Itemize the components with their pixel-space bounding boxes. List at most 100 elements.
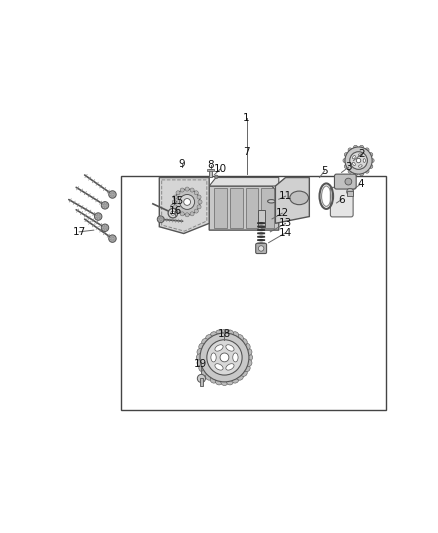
Ellipse shape (233, 353, 238, 362)
Circle shape (210, 376, 218, 383)
Text: 19: 19 (194, 359, 207, 369)
Circle shape (236, 373, 244, 380)
Circle shape (185, 187, 189, 191)
Circle shape (215, 377, 223, 385)
Circle shape (205, 335, 213, 342)
Circle shape (198, 200, 202, 204)
Circle shape (215, 175, 218, 179)
Circle shape (353, 172, 357, 176)
Bar (121, 176, 386, 410)
Text: 6: 6 (338, 195, 345, 205)
Bar (258, 211, 265, 227)
Text: 7: 7 (243, 147, 250, 157)
Polygon shape (209, 186, 279, 230)
FancyBboxPatch shape (256, 244, 267, 254)
Bar (207, 169, 214, 172)
Circle shape (348, 148, 352, 152)
Ellipse shape (353, 156, 355, 159)
Ellipse shape (215, 364, 223, 370)
Circle shape (236, 335, 244, 342)
Ellipse shape (215, 345, 223, 351)
Circle shape (190, 212, 194, 216)
Circle shape (343, 158, 347, 163)
Circle shape (258, 246, 264, 251)
Polygon shape (276, 177, 309, 223)
Ellipse shape (363, 159, 365, 163)
Circle shape (95, 213, 102, 220)
Circle shape (350, 152, 367, 169)
Ellipse shape (359, 154, 362, 156)
Circle shape (345, 147, 372, 174)
Ellipse shape (353, 162, 355, 166)
Circle shape (197, 205, 201, 209)
Circle shape (168, 208, 178, 218)
Text: 10: 10 (214, 164, 227, 174)
Bar (214, 188, 227, 229)
Bar (230, 188, 243, 229)
Circle shape (196, 354, 204, 361)
Text: 16: 16 (169, 206, 182, 216)
Text: 1: 1 (243, 113, 250, 123)
Circle shape (243, 365, 250, 372)
Ellipse shape (211, 353, 216, 362)
Ellipse shape (290, 191, 308, 205)
Circle shape (101, 224, 109, 231)
Text: 13: 13 (279, 219, 292, 228)
Circle shape (360, 146, 364, 149)
Circle shape (109, 235, 116, 243)
Circle shape (231, 376, 239, 383)
Circle shape (365, 148, 369, 152)
Circle shape (202, 369, 209, 376)
Circle shape (226, 330, 233, 337)
Circle shape (243, 343, 250, 351)
Bar (261, 188, 274, 229)
FancyBboxPatch shape (335, 174, 356, 189)
Circle shape (180, 188, 184, 192)
Circle shape (173, 195, 177, 199)
Polygon shape (159, 177, 209, 233)
Circle shape (185, 213, 189, 217)
Circle shape (197, 195, 201, 199)
Circle shape (199, 365, 206, 372)
Bar (200, 378, 203, 386)
Circle shape (180, 212, 184, 216)
Circle shape (353, 146, 357, 149)
Circle shape (369, 152, 373, 157)
Circle shape (240, 338, 247, 346)
Bar (209, 169, 212, 177)
Circle shape (194, 209, 198, 213)
Circle shape (245, 359, 252, 367)
Circle shape (369, 164, 373, 168)
Circle shape (190, 188, 194, 192)
Circle shape (221, 329, 228, 337)
Circle shape (344, 152, 348, 157)
Ellipse shape (226, 364, 234, 370)
Circle shape (194, 191, 198, 195)
Circle shape (176, 209, 180, 213)
Circle shape (174, 189, 200, 215)
Text: 15: 15 (170, 196, 184, 206)
Circle shape (226, 377, 233, 385)
Ellipse shape (268, 199, 275, 203)
Circle shape (205, 373, 213, 380)
Circle shape (344, 164, 348, 168)
Circle shape (171, 211, 175, 215)
Text: 9: 9 (179, 159, 185, 169)
Text: 8: 8 (208, 159, 214, 169)
Ellipse shape (226, 345, 234, 351)
Circle shape (172, 200, 176, 204)
Circle shape (365, 169, 369, 173)
Circle shape (176, 191, 180, 195)
Circle shape (197, 374, 205, 383)
Text: 11: 11 (279, 191, 292, 201)
Circle shape (221, 378, 228, 385)
Circle shape (197, 349, 204, 356)
Circle shape (207, 340, 242, 375)
Circle shape (210, 332, 218, 339)
Text: 18: 18 (218, 329, 231, 338)
Bar (347, 191, 353, 196)
Circle shape (345, 178, 352, 185)
Circle shape (240, 369, 247, 376)
Circle shape (370, 158, 374, 163)
Circle shape (173, 205, 177, 209)
